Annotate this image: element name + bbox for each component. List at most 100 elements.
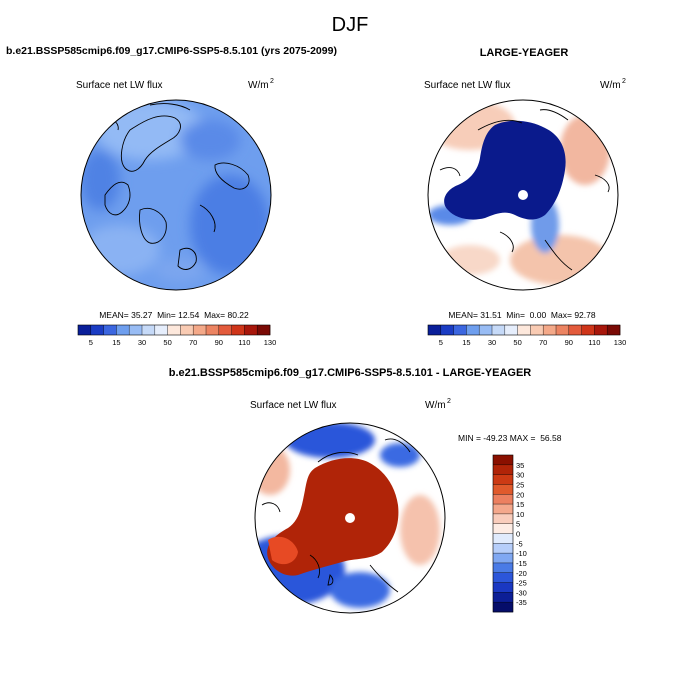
colorbar-cell [493, 592, 513, 603]
colorbar-cell [154, 325, 168, 335]
obs-stats: MEAN= 31.51 Min= 0.00 Max= 92.78 [448, 310, 595, 320]
diff-variable-label: Surface net LW flux [250, 400, 337, 411]
colorbar-cell [594, 325, 608, 335]
colorbar-tick-label: 20 [516, 490, 524, 499]
colorbar-tick-label: 130 [264, 338, 277, 347]
colorbar-cell [193, 325, 207, 335]
colorbar-cell [479, 325, 493, 335]
colorbar-cell [504, 325, 518, 335]
colorbar-cell [493, 602, 513, 613]
colorbar-tick-label: 15 [112, 338, 120, 347]
colorbar-cell [556, 325, 570, 335]
obs-panel: Surface net LW flux W/m 2 [424, 78, 626, 347]
model-colorbar: 5 15 30 50 70 90 110 130 [77, 324, 277, 347]
colorbar-cell [142, 325, 156, 335]
colorbar-cell [530, 325, 544, 335]
colorbar-cell [493, 582, 513, 593]
colorbar-tick-label: 0 [516, 530, 520, 539]
diff-arctic-positive [267, 458, 399, 576]
colorbar-tick-label: 90 [215, 338, 223, 347]
right-panel-title: LARGE-YEAGER [480, 47, 569, 59]
colorbar-tick-label: -25 [516, 579, 527, 588]
colorbar-tick-label: 70 [539, 338, 547, 347]
colorbar-cell [257, 325, 271, 335]
colorbar-tick-label: 10 [516, 510, 524, 519]
colorbar-cell [493, 474, 513, 485]
colorbar-cell [493, 484, 513, 495]
colorbar-cell [493, 494, 513, 505]
colorbar-cell [543, 325, 557, 335]
colorbar-tick-label: 110 [588, 338, 600, 347]
colorbar-cell [493, 513, 513, 524]
colorbar-cell [493, 562, 513, 574]
colorbar-cell [167, 325, 181, 335]
colorbar-cell [581, 325, 595, 335]
colorbar-tick-label: 50 [163, 338, 171, 347]
colorbar-tick-label: 70 [189, 338, 197, 347]
colorbar-cell [493, 553, 513, 564]
colorbar-tick-label: 90 [565, 338, 573, 347]
colorbar-cell [517, 325, 531, 335]
obs-variable-label: Surface net LW flux [424, 80, 511, 91]
colorbar-cell [493, 533, 513, 544]
colorbar-cell [466, 325, 480, 335]
svg-text:2: 2 [622, 78, 626, 85]
colorbar-cell [180, 325, 194, 335]
colorbar-cell [206, 325, 220, 335]
colorbar-tick-label: -20 [516, 569, 527, 578]
colorbar-cell [129, 325, 143, 335]
colorbar-cell [493, 455, 513, 466]
svg-text:W/m: W/m [425, 400, 446, 411]
colorbar-tick-label: 50 [513, 338, 521, 347]
svg-text:2: 2 [447, 398, 451, 405]
colorbar-cell [453, 325, 467, 335]
colorbar-tick-label: 130 [614, 338, 627, 347]
svg-text:2: 2 [270, 78, 274, 85]
svg-text:W/m: W/m [600, 80, 621, 91]
colorbar-cell [493, 523, 513, 534]
colorbar-tick-label: 35 [516, 461, 524, 470]
colorbar-tick-label: -5 [516, 539, 523, 548]
colorbar-tick-label: 15 [462, 338, 470, 347]
colorbar-tick-label: -35 [516, 598, 527, 607]
colorbar-tick-label: 5 [89, 338, 93, 347]
colorbar-tick-label: 30 [138, 338, 146, 347]
left-panel-title: b.e21.BSSP585cmip6.f09_g17.CMIP6-SSP5-8.… [6, 45, 337, 57]
colorbar-cell [116, 325, 130, 335]
diff-stats: MIN = -49.23 MAX = 56.58 [458, 433, 562, 443]
colorbar-cell [493, 543, 513, 554]
colorbar-cell [492, 325, 506, 335]
obs-colorbar: 5 15 30 50 70 90 110 130 [427, 324, 627, 347]
colorbar-tick-label: 5 [516, 520, 520, 529]
colorbar-cell [244, 325, 258, 335]
obs-coastlines [439, 109, 610, 271]
obs-map [428, 100, 618, 290]
diff-panel: Surface net LW flux W/m 2 [250, 398, 562, 614]
model-units-label: W/m 2 [248, 78, 274, 91]
diff-coastlines [261, 438, 411, 593]
obs-units-label: W/m 2 [600, 78, 626, 91]
model-variable-label: Surface net LW flux [76, 80, 163, 91]
colorbar-cell [103, 325, 117, 335]
diff-map [255, 423, 445, 613]
colorbar-tick-label: 30 [516, 471, 524, 480]
colorbar-cell [493, 572, 513, 583]
diff-units-label: W/m 2 [425, 398, 451, 411]
colorbar-cell [493, 504, 513, 515]
colorbar-cell [78, 325, 92, 335]
colorbar-cell [493, 464, 513, 475]
colorbar-cell [607, 325, 621, 335]
model-stats: MEAN= 35.27 Min= 12.54 Max= 80.22 [99, 310, 249, 320]
svg-text:W/m: W/m [248, 80, 269, 91]
colorbar-tick-label: -15 [516, 559, 527, 568]
colorbar-cell [428, 325, 442, 335]
colorbar-cell [90, 325, 104, 335]
colorbar-cell [231, 325, 245, 335]
colorbar-tick-label: 5 [439, 338, 443, 347]
colorbar-tick-label: 30 [488, 338, 496, 347]
colorbar-tick-label: 110 [238, 338, 250, 347]
colorbar-cell [568, 325, 582, 335]
diff-panel-title: b.e21.BSSP585cmip6.f09_g17.CMIP6-SSP5-8.… [169, 367, 532, 379]
